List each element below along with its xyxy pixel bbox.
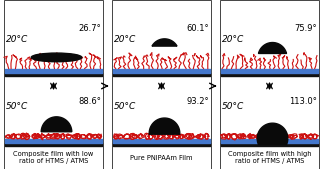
Text: 75.9°: 75.9° bbox=[294, 24, 317, 33]
Polygon shape bbox=[149, 118, 180, 134]
Text: 88.6°: 88.6° bbox=[78, 97, 101, 106]
Text: Composite film with high
ratio of HTMS / ATMS: Composite film with high ratio of HTMS /… bbox=[228, 151, 311, 164]
Text: 20°C: 20°C bbox=[222, 35, 244, 44]
Polygon shape bbox=[152, 39, 177, 46]
Polygon shape bbox=[258, 43, 286, 53]
Text: 113.0°: 113.0° bbox=[289, 97, 317, 106]
Text: 50°C: 50°C bbox=[6, 102, 28, 111]
Bar bbox=[112, 0, 211, 169]
Text: 50°C: 50°C bbox=[222, 102, 244, 111]
Text: Composite film with low
ratio of HTMS / ATMS: Composite film with low ratio of HTMS / … bbox=[14, 151, 94, 164]
Text: 20°C: 20°C bbox=[114, 35, 136, 44]
Text: 26.7°: 26.7° bbox=[78, 24, 101, 33]
Bar bbox=[4, 0, 103, 169]
Bar bbox=[220, 0, 319, 169]
Text: 93.2°: 93.2° bbox=[186, 97, 209, 106]
Text: 50°C: 50°C bbox=[114, 102, 136, 111]
Text: Pure PNIPAAm Film: Pure PNIPAAm Film bbox=[130, 154, 193, 161]
Polygon shape bbox=[257, 123, 288, 144]
Text: 20°C: 20°C bbox=[6, 35, 28, 44]
Ellipse shape bbox=[31, 53, 82, 62]
Polygon shape bbox=[41, 117, 72, 132]
Text: 60.1°: 60.1° bbox=[186, 24, 209, 33]
